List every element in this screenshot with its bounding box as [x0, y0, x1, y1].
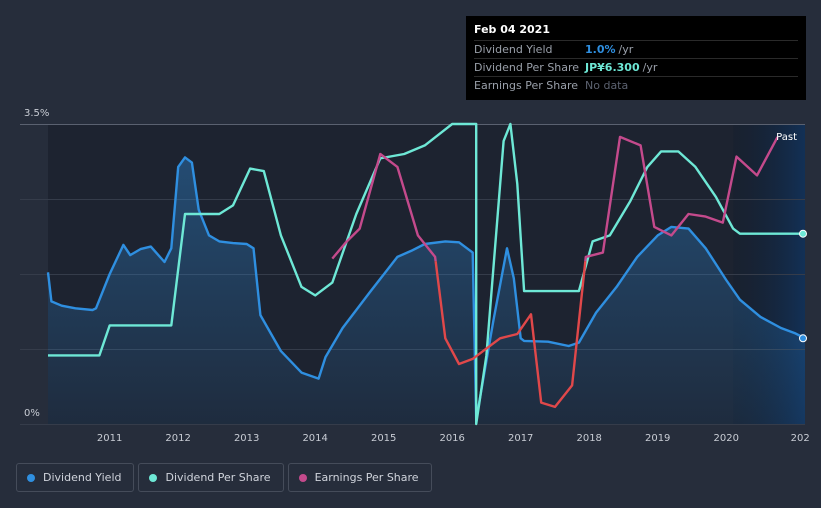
x-tick-label: 2020: [713, 433, 738, 444]
legend: Dividend Yield Dividend Per Share Earnin…: [16, 463, 432, 492]
x-tick-label: 2018: [576, 433, 601, 444]
x-tick-label: 2016: [439, 433, 464, 444]
tooltip-value: No data: [585, 79, 629, 92]
tooltip-value: 1.0%: [585, 43, 616, 56]
x-tick-label: 202: [791, 433, 810, 444]
dividend-yield-area: [48, 157, 805, 424]
legend-item-dividend-per-share[interactable]: Dividend Per Share: [138, 463, 284, 492]
dividend-per-share-marker: [799, 229, 807, 238]
x-tick-label: 2012: [165, 433, 190, 444]
x-tick-label: 2017: [508, 433, 533, 444]
earnings-per-share-line-low: [434, 261, 587, 409]
x-tick-label: 2011: [97, 433, 122, 444]
legend-label: Earnings Per Share: [314, 471, 419, 484]
dividend-yield-marker: [799, 334, 807, 343]
tooltip-date: Feb 04 2021: [474, 23, 550, 36]
y-tick-label: 0%: [24, 408, 40, 419]
tooltip-row-dividend-per-share: Dividend Per Share JP¥6.300 /yr: [474, 58, 798, 76]
y-tick-label: 3.5%: [24, 108, 49, 119]
legend-dot-icon: [27, 473, 35, 482]
legend-item-dividend-yield[interactable]: Dividend Yield: [16, 463, 135, 492]
tooltip-row-dividend-yield: Dividend Yield 1.0% /yr: [474, 40, 798, 58]
legend-item-earnings-per-share[interactable]: Earnings Per Share: [287, 463, 432, 492]
x-tick-label: 2013: [234, 433, 259, 444]
legend-dot-icon: [298, 473, 307, 482]
tooltip-label: Dividend Per Share: [474, 61, 580, 74]
tooltip-label: Earnings Per Share: [474, 79, 579, 92]
earnings-per-share-line: [331, 135, 779, 262]
legend-label: Dividend Per Share: [165, 471, 271, 484]
tooltip-row-earnings-per-share: Earnings Per Share No data: [474, 76, 798, 94]
dividend-yield-line: [46, 156, 806, 421]
x-tick-label: 2014: [302, 433, 327, 444]
tooltip-unit: /yr: [642, 61, 658, 74]
x-tick-label: 2015: [371, 433, 396, 444]
past-label: Past: [776, 132, 797, 143]
dividend-per-share-line: [48, 122, 805, 426]
legend-dot-icon: [149, 473, 158, 482]
tooltip-unit: /yr: [618, 43, 634, 56]
tooltip-label: Dividend Yield: [474, 43, 553, 56]
legend-label: Dividend Yield: [43, 471, 122, 484]
tooltip-value: JP¥6.300: [585, 61, 640, 74]
x-tick-label: 2019: [645, 433, 670, 444]
tooltip: Feb 04 2021 Dividend Yield 1.0% /yr Divi…: [466, 16, 806, 100]
